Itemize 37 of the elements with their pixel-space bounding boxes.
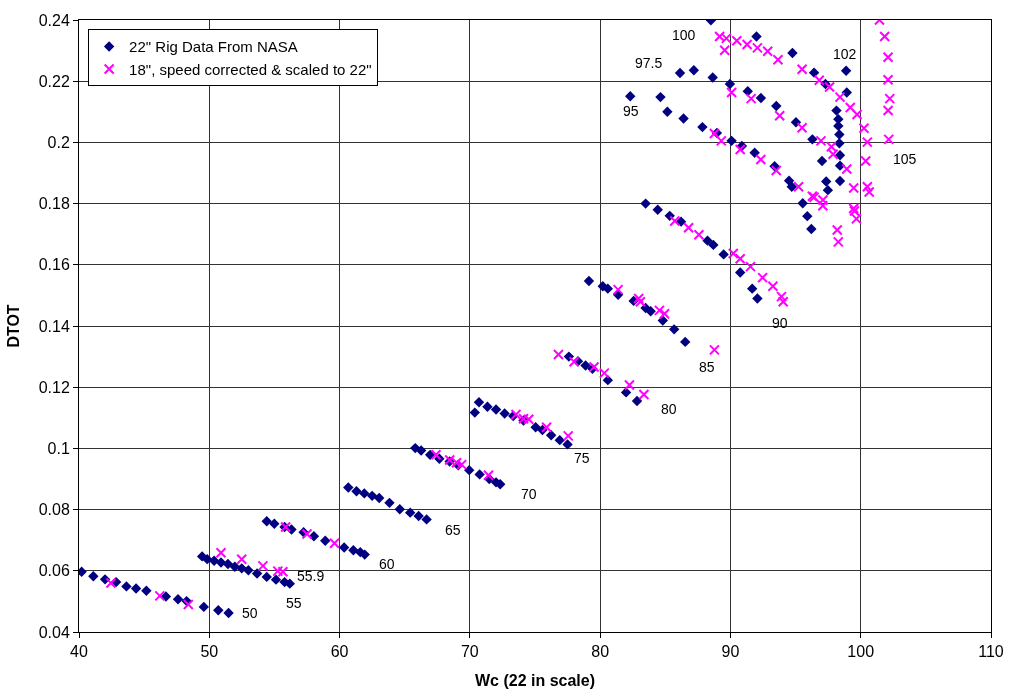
annotation: 85 [699, 359, 715, 375]
annotation: 65 [445, 522, 461, 538]
y-tick-label: 0.04 [38, 623, 70, 641]
y-tick-label: 0.18 [38, 195, 70, 213]
annotation: 55.9 [297, 568, 325, 584]
annotation: 80 [661, 401, 677, 417]
annotation: 70 [521, 486, 537, 502]
y-tick-label: 0.06 [38, 562, 70, 580]
x-tick-label: 70 [460, 643, 479, 661]
y-tick-label: 0.14 [38, 317, 70, 335]
annotation: 100 [672, 27, 696, 43]
x-tick-label: 90 [721, 643, 740, 661]
annotation: 105 [893, 151, 917, 167]
annotation: 60 [379, 556, 395, 572]
x-tick-label: 80 [591, 643, 610, 661]
annotation: 102 [833, 46, 857, 62]
annotation: 55 [286, 595, 302, 611]
annotation: 50 [242, 605, 258, 621]
x-tick-label: 60 [330, 643, 349, 661]
y-tick-label: 0.16 [38, 256, 70, 274]
annotation: 97.5 [635, 55, 663, 71]
y-tick-label: 0.1 [47, 440, 70, 457]
y-tick-label: 0.12 [38, 378, 70, 396]
legend-label: 18", speed corrected & scaled to 22" [129, 60, 372, 78]
y-axis-title: DTOT [4, 304, 22, 348]
x-tick-label: 50 [200, 643, 219, 661]
x-axis-title: Wc (22 in scale) [474, 671, 596, 689]
legend-label: 22" Rig Data From NASA [129, 38, 298, 56]
x-tick-label: 40 [70, 643, 88, 661]
annotation: 75 [574, 450, 590, 466]
y-tick-label: 0.08 [38, 501, 70, 519]
x-tick-label: 100 [847, 643, 875, 661]
y-tick-label: 0.22 [38, 72, 70, 90]
x-tick-label: 110 [978, 643, 1004, 661]
annotation: 95 [623, 103, 639, 119]
y-tick-label: 0.2 [47, 134, 70, 151]
y-tick-label: 0.24 [38, 11, 70, 29]
